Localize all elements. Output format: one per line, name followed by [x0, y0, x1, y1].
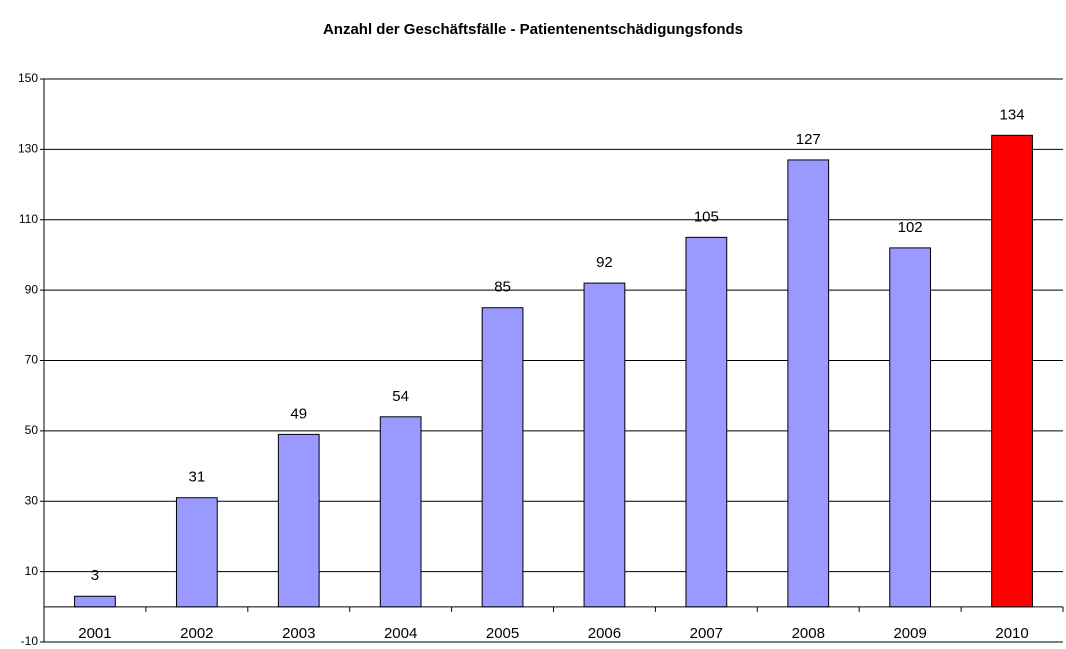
x-tick-label: 2007	[690, 625, 723, 642]
data-label: 127	[796, 131, 821, 148]
data-label: 85	[494, 279, 511, 296]
data-label: 105	[694, 208, 719, 225]
y-tick-label: 30	[25, 493, 39, 507]
data-label: 134	[1000, 106, 1025, 123]
x-tick-label: 2006	[588, 625, 621, 642]
x-tick-label: 2005	[486, 625, 519, 642]
x-tick-label: 2003	[282, 625, 315, 642]
x-tick-label: 2002	[180, 625, 213, 642]
x-tick-label: 2009	[893, 625, 926, 642]
bar	[175, 497, 218, 608]
y-tick-label: 90	[25, 282, 39, 296]
bar	[787, 159, 830, 608]
bar	[685, 236, 728, 608]
bar	[379, 416, 422, 608]
x-tick-label: 2010	[995, 625, 1028, 642]
bar	[583, 282, 626, 608]
data-label: 3	[91, 567, 99, 584]
chart-title: Anzahl der Geschäftsfälle - Patientenent…	[323, 21, 743, 38]
y-tick-label: 150	[18, 71, 38, 85]
y-tick-label: 130	[18, 142, 38, 156]
y-tick-label: 110	[19, 212, 38, 226]
data-label: 54	[392, 388, 409, 405]
y-tick-label: 10	[25, 564, 39, 578]
data-label: 102	[898, 219, 923, 236]
bar	[74, 595, 116, 608]
data-label: 92	[596, 254, 613, 271]
bar	[277, 433, 320, 608]
data-label: 31	[189, 469, 206, 486]
bar	[889, 247, 932, 608]
y-tick-label: 70	[25, 353, 39, 367]
x-tick-label: 2001	[78, 625, 111, 642]
data-label: 49	[290, 405, 307, 422]
x-tick-label: 2004	[384, 625, 417, 642]
x-tick-label: 2008	[792, 625, 825, 642]
bar	[481, 307, 524, 608]
y-tick-label: -10	[21, 634, 39, 648]
bar	[991, 134, 1033, 608]
y-tick-label: 50	[25, 423, 39, 437]
